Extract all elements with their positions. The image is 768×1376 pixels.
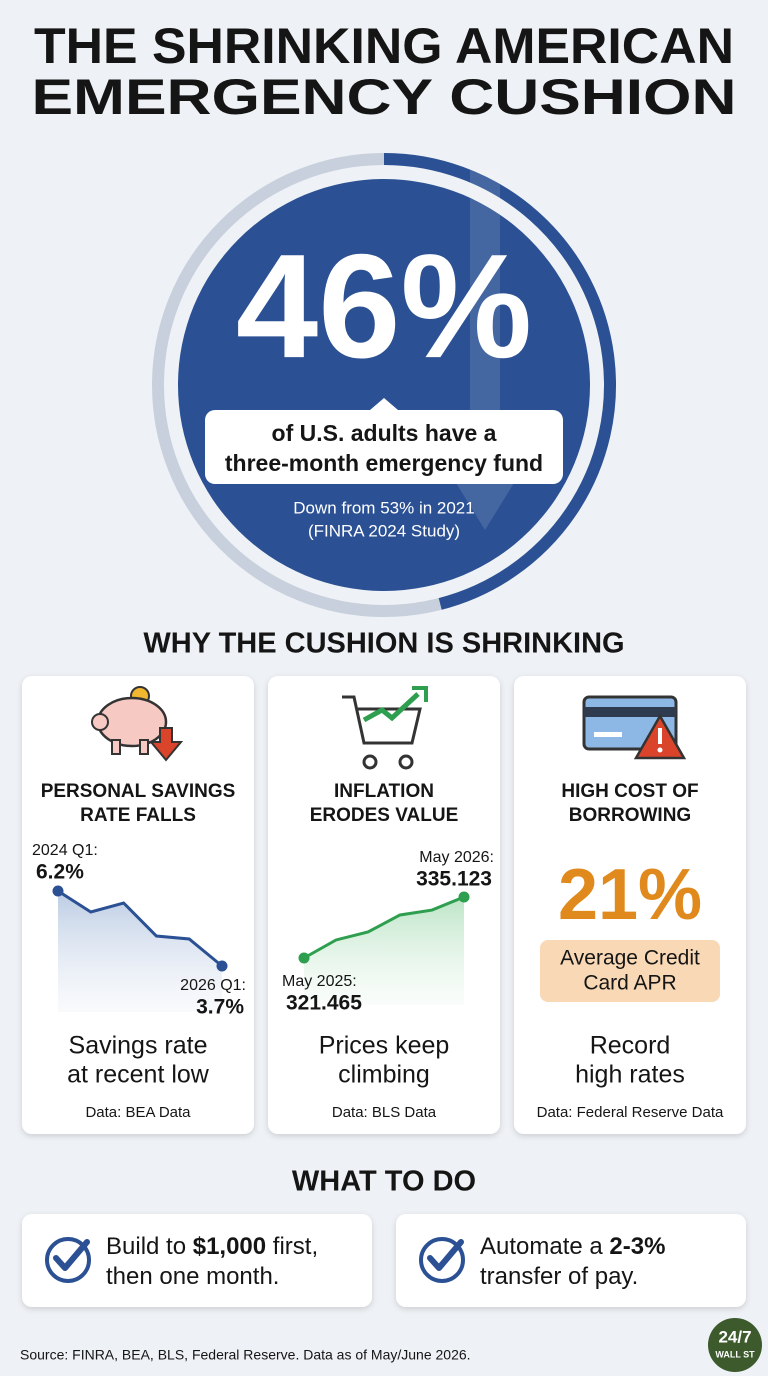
card-summary: Record <box>590 1032 671 1060</box>
line <box>57 889 223 968</box>
tip-part: Automate a <box>480 1233 609 1260</box>
card <box>514 676 746 1134</box>
card <box>268 676 500 1134</box>
check-icon <box>45 1237 91 1283</box>
card-source: Data: BEA Data <box>85 1104 191 1121</box>
tip-part: transfer of pay. <box>480 1263 638 1290</box>
value-label: 6.2% <box>36 861 84 884</box>
card-title: PERSONAL SAVINGS <box>41 781 236 802</box>
value-label: 3.7% <box>196 996 244 1019</box>
note: (FINRA 2024 Study) <box>308 521 460 540</box>
section-title: WHY THE CUSHION IS SHRINKING <box>143 628 624 660</box>
tip-text: then one month. <box>106 1263 279 1290</box>
area <box>58 891 222 1012</box>
ring-arc <box>383 153 616 610</box>
card-title: BORROWING <box>569 805 691 826</box>
tip-text: transfer of pay. <box>480 1263 638 1290</box>
area <box>304 897 464 1005</box>
card-summary: climbing <box>338 1061 430 1089</box>
check-circle <box>45 1237 91 1283</box>
line <box>303 895 465 960</box>
card-summary: at recent low <box>67 1061 210 1089</box>
card-title: HIGH COST OF <box>561 781 698 802</box>
section-title: WHAT TO DO <box>292 1166 476 1198</box>
point <box>458 891 470 903</box>
check-mark <box>427 1239 464 1271</box>
value-label: 335.123 <box>416 868 492 891</box>
title: THE SHRINKING AMERICAN <box>34 18 734 74</box>
card-summary: Prices keep <box>319 1032 450 1060</box>
card <box>22 676 254 1134</box>
tip-card <box>396 1214 746 1307</box>
x-label: 2024 Q1: <box>32 842 98 859</box>
title: EMERGENCY CUSHION <box>32 69 737 125</box>
logo-text: WALL ST <box>715 1349 755 1359</box>
tip-part: $1,000 <box>193 1233 266 1260</box>
circle <box>178 179 590 591</box>
note: Down from 53% in 2021 <box>293 498 474 517</box>
tip-text: Automate a 2-3% <box>480 1233 665 1260</box>
x-label: May 2026: <box>419 849 494 866</box>
point <box>52 885 64 897</box>
point <box>298 952 310 964</box>
tip-text: Build to $1,000 first, <box>106 1233 318 1260</box>
card-icon <box>582 695 687 760</box>
card-summary: high rates <box>575 1061 685 1089</box>
card-source: Data: Federal Reserve Data <box>537 1104 724 1121</box>
check-mark <box>53 1239 90 1271</box>
footer-source: Source: FINRA, BEA, BLS, Federal Reserve… <box>20 1347 471 1363</box>
stat-caption: Card APR <box>583 972 676 995</box>
caption: three-month emergency fund <box>225 450 543 476</box>
card-title: INFLATION <box>334 781 434 802</box>
stat-caption-box <box>540 940 720 1002</box>
card-source: Data: BLS Data <box>332 1104 437 1121</box>
down-arrow <box>448 170 522 530</box>
tip-part: first, <box>266 1233 318 1260</box>
card-summary: Savings rate <box>69 1032 208 1060</box>
tip-part: Build to <box>106 1233 193 1260</box>
tip-part: 2-3% <box>609 1233 665 1260</box>
card-title: ERODES VALUE <box>310 805 459 826</box>
caption: of U.S. adults have a <box>272 420 497 446</box>
x-label: May 2025: <box>282 973 357 990</box>
cart-icon <box>342 686 428 770</box>
value-label: 321.465 <box>286 992 362 1015</box>
caption-box <box>205 398 563 484</box>
stat-caption: Average Credit <box>560 947 700 970</box>
tip-part: then one month. <box>106 1263 279 1290</box>
card-title: RATE FALLS <box>80 805 196 826</box>
x-label: 2026 Q1: <box>180 977 246 994</box>
check-circle <box>419 1237 465 1283</box>
stat: 21% <box>558 855 702 935</box>
logo: 24/7 WALL ST <box>708 1318 762 1372</box>
check-icon <box>419 1237 465 1283</box>
tip-card <box>22 1214 372 1307</box>
headline-value: 46% <box>236 224 532 389</box>
piggy-icon <box>91 686 184 762</box>
logo-text: 24/7 <box>718 1327 751 1346</box>
point <box>216 960 228 972</box>
